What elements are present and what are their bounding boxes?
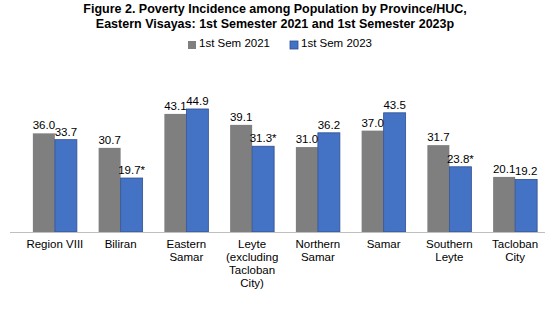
legend-label: 1st Sem 2023 — [301, 37, 372, 49]
data-label: 19.7* — [118, 164, 145, 176]
x-tick-label: Northern Samar — [288, 238, 348, 264]
data-label: 30.7 — [98, 134, 120, 146]
data-label: 19.2 — [515, 165, 537, 177]
x-tick-label: Region VIII — [25, 238, 85, 251]
bars — [33, 109, 537, 232]
x-tick-label: Tacloban City — [485, 238, 545, 264]
data-label: 23.8* — [447, 153, 474, 165]
x-tick-label: Biliran — [91, 238, 151, 251]
page: {"chart_data": {"type": "bar", "title": … — [0, 0, 550, 309]
x-axis — [10, 232, 545, 233]
legend-swatch — [188, 41, 196, 49]
data-label: 20.1 — [493, 163, 515, 175]
x-tick-label: Southern Leyte — [419, 238, 479, 264]
x-tick-label: Eastern Samar — [156, 238, 216, 264]
x-tick-label: Leyte (excluding Tacloban City) — [222, 238, 282, 290]
bar — [449, 167, 471, 232]
bar — [186, 109, 208, 232]
data-label: 33.7 — [55, 126, 77, 138]
bar — [99, 148, 121, 232]
bar — [296, 147, 318, 232]
data-label: 31.7 — [427, 131, 449, 143]
data-label: 31.0 — [296, 133, 318, 145]
data-label: 43.1 — [164, 100, 186, 112]
data-label: 36.0 — [33, 119, 55, 131]
bar — [164, 114, 186, 232]
data-label: 37.0 — [361, 117, 383, 129]
data-labels: 36.0 30.7 43.1 39.1 31.0 37.0 31.7 20.1 33.7 19.7… — [33, 95, 538, 177]
bar — [33, 133, 55, 232]
bar — [515, 179, 537, 232]
legend-label: 1st Sem 2021 — [199, 37, 270, 49]
bar — [384, 113, 406, 232]
bar — [318, 133, 340, 232]
data-label: 44.9 — [186, 95, 208, 107]
data-label: 36.2 — [318, 119, 340, 131]
bar — [121, 178, 143, 232]
chart-title: Figure 2. Poverty Incidence among Popula… — [60, 2, 490, 32]
bar — [362, 131, 384, 232]
data-label: 31.3* — [250, 132, 277, 144]
x-tick-label: Samar — [354, 238, 414, 251]
bar — [55, 140, 77, 232]
data-label: 39.1 — [230, 111, 252, 123]
data-label: 43.5 — [383, 99, 405, 111]
bar — [252, 146, 274, 232]
bar — [493, 177, 515, 232]
legend-swatch — [290, 41, 298, 49]
